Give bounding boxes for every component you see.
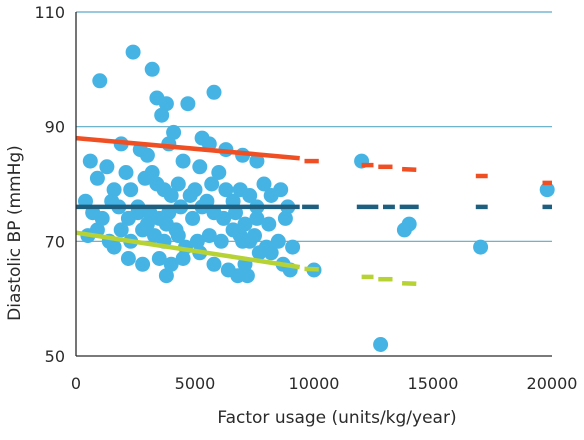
data-point	[92, 73, 108, 89]
data-point	[139, 147, 155, 163]
data-point	[151, 251, 167, 266]
data-point	[249, 153, 265, 169]
data-point	[106, 239, 122, 255]
lower-trend-line-segment	[304, 266, 319, 272]
data-point	[373, 337, 389, 352]
x-axis-label: Factor usage (units/kg/year)	[217, 408, 456, 428]
data-point	[270, 233, 286, 249]
data-point	[154, 107, 170, 123]
data-point	[89, 170, 105, 186]
data-point	[158, 96, 174, 112]
y-tick-label: 90	[45, 118, 65, 137]
y-tick-label: 70	[45, 232, 65, 251]
data-point	[204, 176, 220, 192]
data-point	[180, 96, 196, 112]
upper-trend-line-segment	[75, 135, 300, 161]
lower-trend-line-segment	[402, 280, 417, 287]
data-point	[94, 210, 110, 226]
data-point	[401, 216, 417, 232]
data-point	[249, 210, 265, 226]
data-points	[78, 44, 555, 352]
data-point	[242, 233, 258, 249]
data-point	[175, 251, 191, 266]
data-point	[218, 182, 234, 198]
data-point	[166, 124, 182, 140]
data-point	[277, 210, 293, 226]
data-point	[256, 176, 272, 192]
y-tick-label: 110	[34, 3, 65, 22]
data-point	[120, 251, 136, 266]
data-point	[251, 245, 267, 261]
data-point	[285, 239, 301, 255]
data-point	[123, 182, 139, 198]
data-point	[201, 228, 217, 244]
data-point	[261, 216, 277, 232]
data-point	[118, 165, 134, 180]
data-point	[135, 256, 151, 272]
data-point	[189, 233, 205, 249]
data-point	[473, 239, 489, 255]
data-point	[263, 245, 279, 261]
x-tick-label: 15000	[408, 374, 459, 393]
data-point	[82, 153, 98, 169]
data-point	[163, 256, 179, 272]
y-axis-label: Diastolic BP (mmHg)	[5, 145, 25, 321]
data-point	[113, 222, 129, 238]
data-point	[99, 159, 115, 175]
data-point	[185, 210, 201, 226]
data-point	[106, 182, 122, 198]
data-point	[539, 182, 555, 198]
data-point	[211, 165, 227, 180]
data-point	[192, 159, 208, 175]
data-point	[187, 182, 203, 198]
x-tick-label: 0	[71, 374, 81, 393]
lower-trend-line-segment	[75, 230, 301, 270]
x-tick-label: 20000	[527, 374, 578, 393]
data-point	[242, 188, 258, 203]
data-point	[216, 210, 232, 226]
y-tick-label: 50	[45, 347, 65, 366]
data-point	[213, 233, 229, 249]
data-point	[175, 153, 191, 169]
data-point	[144, 61, 160, 77]
data-point	[158, 268, 174, 284]
data-point	[206, 84, 222, 100]
x-tick-label: 10000	[289, 374, 340, 393]
data-point	[239, 268, 255, 284]
data-point	[170, 228, 186, 244]
data-point	[163, 188, 179, 203]
data-point	[158, 216, 174, 232]
data-point	[170, 176, 186, 192]
data-point	[125, 44, 141, 60]
axes	[75, 12, 552, 357]
data-point	[237, 216, 253, 232]
upper-trend-line-segment	[402, 166, 417, 172]
data-point	[206, 256, 222, 272]
data-point	[139, 216, 155, 232]
data-point	[144, 165, 160, 180]
trend-lines	[75, 135, 552, 287]
data-point	[273, 182, 289, 198]
tick-labels: 0 5000 10000 15000 20000 50 70 90 110	[34, 3, 577, 393]
x-tick-label: 5000	[175, 374, 216, 393]
